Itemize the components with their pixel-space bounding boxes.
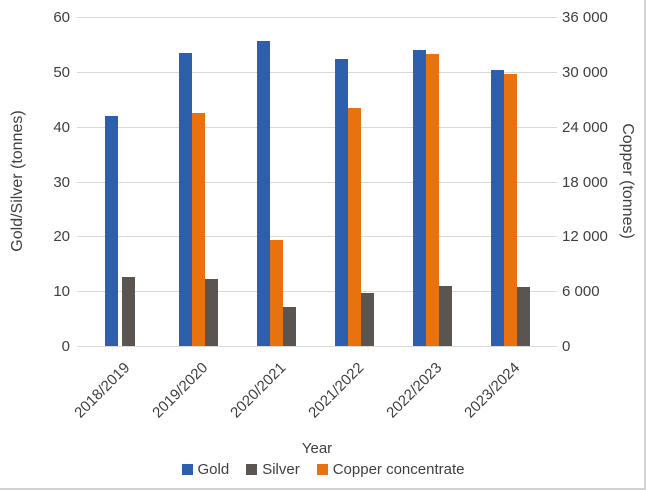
legend-item-gold: Gold [181, 461, 230, 478]
right-axis-tick-label: 0 [562, 338, 571, 355]
bar-silver-2020-2021 [282, 307, 296, 346]
x-axis-tick-label: 2023/2024 [461, 359, 524, 422]
right-axis-tick-label: 6 000 [562, 283, 600, 301]
gridline [77, 17, 557, 18]
bar-copper-concentrate-2019-2020 [191, 113, 205, 346]
bar-group-2018-2019 [81, 17, 159, 346]
left-axis-tick-label: 10 [53, 283, 70, 301]
bar-silver-2021-2022 [360, 293, 374, 346]
gridline [77, 236, 557, 238]
bar-group-2023-2024 [471, 17, 549, 346]
legend: Gold Silver Copper concentrate [0, 461, 644, 478]
right-axis-tick-label: 12 000 [562, 228, 608, 246]
bar-copper-concentrate-2021-2022 [347, 108, 361, 346]
legend-item-copper-concentrate: Copper concentrate [316, 461, 465, 478]
bar-gold-2018-2019 [105, 116, 118, 346]
left-axis-tick-label: 20 [53, 228, 70, 246]
gridline [77, 291, 557, 293]
bar-silver-2022-2023 [438, 286, 452, 346]
legend-label: Copper concentrate [332, 461, 465, 478]
right-axis-tick-label: 24 000 [562, 118, 608, 136]
gridline [77, 71, 557, 73]
bar-silver-2018-2019 [122, 277, 135, 346]
x-axis-tick-label: 2019/2020 [149, 359, 212, 422]
legend-swatch-icon [316, 464, 328, 475]
bar-gold-2023-2024 [490, 70, 504, 346]
plot-area [81, 17, 549, 346]
left-axis-tick-label: 40 [53, 118, 70, 136]
gridline [77, 181, 557, 183]
x-axis-tick-label: 2021/2022 [305, 359, 368, 422]
bar-group-2021-2022 [315, 17, 393, 346]
bar-group-2019-2020 [159, 17, 237, 346]
bar-gold-2020-2021 [256, 41, 270, 346]
bar-copper-concentrate-2023-2024 [503, 74, 517, 346]
gridline [77, 126, 557, 128]
legend-item-silver: Silver [246, 461, 300, 478]
x-axis-tick-label: 2022/2023 [383, 359, 446, 422]
left-axis-tick-label: 30 [53, 173, 70, 191]
right-axis-tick-label: 36 000 [562, 9, 608, 26]
bar-group-2022-2023 [393, 17, 471, 346]
legend-label: Gold [197, 461, 230, 478]
legend-swatch-icon [181, 464, 193, 475]
x-axis-tick-label: 2020/2021 [227, 359, 290, 422]
bar-gold-2021-2022 [334, 59, 348, 346]
left-axis-tick-label: 50 [53, 63, 70, 81]
right-axis-tick-label: 30 000 [562, 63, 608, 81]
x-axis-tick-label: 2018/2019 [71, 359, 134, 422]
bar-group-2020-2021 [237, 17, 315, 346]
left-axis-tick-label: 60 [53, 9, 70, 26]
bar-gold-2022-2023 [412, 50, 426, 346]
bar-gold-2019-2020 [178, 53, 192, 346]
left-axis-tick-label: 0 [61, 338, 70, 355]
bar-copper-concentrate-2020-2021 [269, 240, 283, 346]
right-axis-tick-label: 18 000 [562, 173, 608, 191]
legend-swatch-icon [246, 464, 258, 475]
right-axis-title: Copper (tonnes) [619, 123, 636, 239]
bar-silver-2023-2024 [516, 287, 530, 346]
x-axis-title: Year [301, 440, 333, 457]
legend-label: Silver [262, 461, 300, 478]
bar-silver-2019-2020 [204, 279, 218, 346]
gridline [77, 346, 557, 347]
bar-copper-concentrate-2022-2023 [425, 54, 439, 346]
left-axis-title: Gold/Silver (tonnes) [9, 110, 26, 252]
